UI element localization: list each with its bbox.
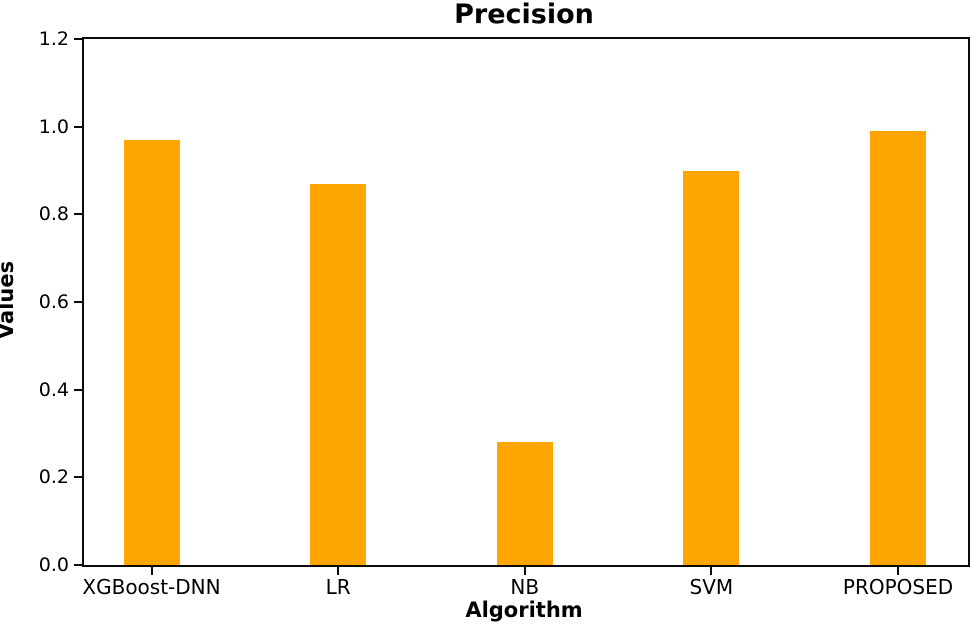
y-tick-label: 0.6: [38, 291, 69, 313]
x-tick-label-proposed: PROPOSED: [842, 575, 954, 599]
y-tick-mark: [74, 38, 82, 40]
y-tick-label: 0.0: [38, 554, 69, 576]
y-tick-label: 0.2: [38, 466, 69, 489]
y-axis-label: Values: [0, 260, 18, 340]
x-tick-label-lr: LR: [325, 575, 351, 599]
y-tick-mark: [74, 301, 82, 303]
bar-nb: [496, 442, 553, 565]
bar-xgboost-dnn: [123, 139, 180, 565]
chart-title: Precision: [454, 0, 594, 30]
y-tick-mark: [74, 476, 82, 479]
x-tick-mark: [897, 567, 899, 575]
y-tick-label: 0.4: [38, 378, 69, 401]
bar-svm: [683, 170, 740, 565]
y-tick-label: 1.2: [38, 28, 69, 50]
y-tick-mark: [74, 213, 82, 216]
x-tick-mark: [710, 567, 713, 575]
y-tick-mark: [74, 564, 82, 566]
x-axis-label: Algorithm: [465, 598, 583, 622]
y-tick-mark: [74, 125, 82, 128]
y-tick-label: 0.8: [38, 203, 69, 226]
bar-lr: [310, 183, 367, 565]
bar-proposed: [870, 131, 926, 565]
y-tick-label: 1.0: [38, 115, 69, 138]
x-tick-label-svm: SVM: [689, 575, 734, 599]
x-tick-mark: [523, 567, 526, 575]
y-tick-mark: [74, 388, 82, 391]
x-tick-mark: [337, 567, 340, 575]
plot-area: 0.0 0.2 0.4 0.6 0.8 1.0 1.2 XGBoost-DNN LR NB SVM P…: [39, 30, 970, 597]
x-tick-label-nb: NB: [510, 575, 540, 599]
x-tick-mark: [150, 567, 153, 575]
x-tick-label-xgboost-dnn: XGBoost-DNN: [82, 575, 221, 599]
